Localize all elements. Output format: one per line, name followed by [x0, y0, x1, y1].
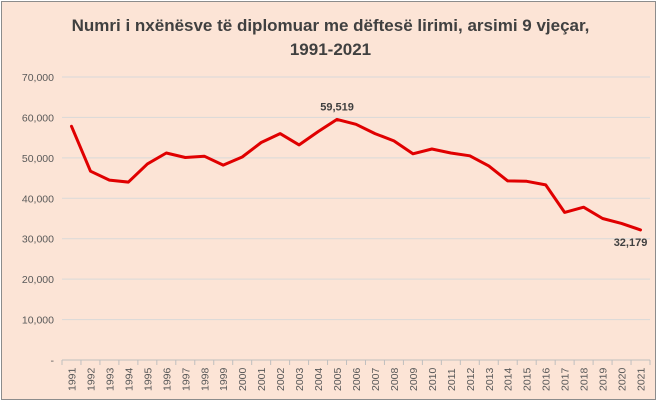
- y-tick-label: 50,000: [22, 153, 54, 165]
- x-tick-label: 2017: [560, 367, 572, 391]
- x-tick-label: 2003: [294, 367, 306, 391]
- x-tick-label: 1991: [66, 367, 78, 391]
- x-tick-label: 2018: [579, 367, 591, 391]
- x-tick-label: 2006: [351, 367, 363, 391]
- series-group: [70, 117, 642, 232]
- chart-title-line-2: 1991-2021: [289, 40, 372, 59]
- x-tick-label: 2015: [522, 367, 534, 391]
- y-tick-label: -: [51, 355, 55, 367]
- x-tick-label: 1996: [161, 367, 173, 391]
- x-tick-label: 2014: [503, 367, 515, 391]
- series-line: [70, 117, 642, 232]
- x-tick-label: 2002: [275, 367, 287, 391]
- data-labels: 59,519 32,179: [320, 101, 647, 249]
- x-tick-label: 2020: [617, 367, 629, 391]
- y-tick-label: 30,000: [22, 234, 54, 246]
- y-tick-label: 20,000: [22, 274, 54, 286]
- x-tick-label: 2013: [484, 367, 496, 391]
- x-axis: 1991 1992 1993 1994 1995 1996 1997 1998 1999 2000…: [61, 359, 651, 391]
- x-tick-label: 2008: [389, 367, 401, 391]
- x-tick-label: 1997: [180, 367, 192, 391]
- y-tick-label: 60,000: [22, 112, 54, 124]
- x-tick-label: 2009: [408, 367, 420, 391]
- chart-title-line-1: Numri i nxënësve të diplomuar me dëftesë…: [71, 16, 590, 35]
- x-tick-label: 1992: [85, 367, 97, 391]
- x-tick-label: 1993: [104, 367, 116, 391]
- data-label: 32,179: [614, 237, 648, 249]
- x-tick-label: 2001: [256, 367, 268, 391]
- gridlines: [62, 76, 650, 361]
- x-tick-label: 1998: [199, 367, 211, 391]
- x-tick-label: 2007: [370, 367, 382, 391]
- y-tick-label: 70,000: [22, 72, 54, 84]
- x-tick-label: 1994: [123, 367, 135, 391]
- x-tick-label: 2012: [465, 367, 477, 391]
- y-tick-label: 10,000: [22, 315, 54, 327]
- x-tick-label: 2010: [427, 367, 439, 391]
- x-tick-label: 1995: [142, 367, 154, 391]
- chart-title: Numri i nxënësve të diplomuar me dëftesë…: [0, 14, 661, 62]
- x-tick-label: 2011: [446, 368, 458, 391]
- x-tick-label: 2004: [313, 367, 325, 391]
- x-tick-label: 2019: [598, 367, 610, 391]
- y-tick-label: 40,000: [22, 193, 54, 205]
- x-tick-label: 2000: [237, 367, 249, 391]
- y-axis: - 10,000 20,000 30,000 40,000 50,000 60,000 70,…: [22, 72, 55, 367]
- x-tick-label: 2005: [332, 367, 344, 391]
- x-tick-label: 1999: [218, 367, 230, 391]
- x-tick-label: 2021: [636, 367, 648, 391]
- x-tick-label: 2016: [541, 367, 553, 391]
- chart-frame: [1, 1, 656, 400]
- data-label: 59,519: [320, 101, 354, 113]
